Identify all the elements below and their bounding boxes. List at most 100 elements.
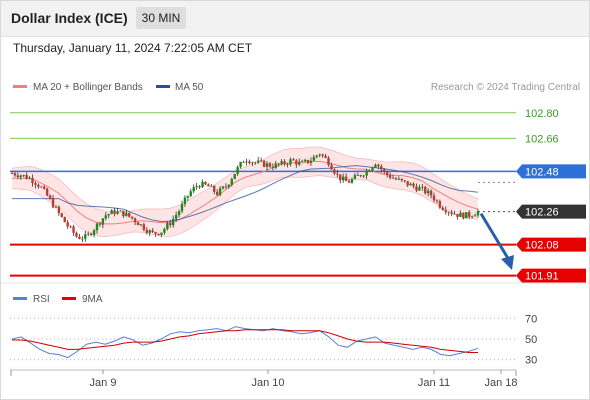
candle-body — [309, 160, 313, 163]
candle-body — [295, 160, 298, 165]
candle-body — [48, 195, 52, 199]
rsi-legend-label: RSI — [33, 294, 50, 305]
candle-body — [116, 211, 119, 214]
candle-body — [110, 210, 113, 215]
candle-body — [406, 181, 409, 186]
candle-body — [236, 167, 239, 174]
candle-body — [462, 212, 465, 219]
candle-body — [292, 159, 295, 161]
candle-body — [169, 223, 172, 226]
candle-body — [133, 218, 137, 223]
candle-body — [341, 176, 345, 181]
bollinger-band-area — [12, 147, 478, 237]
candle-body — [303, 159, 307, 162]
candle-body — [210, 185, 213, 187]
candle-body — [239, 162, 242, 168]
candle-body — [321, 154, 324, 156]
candle-body — [289, 159, 292, 165]
candle-body — [418, 187, 421, 191]
candle-body — [453, 213, 456, 215]
candle-body — [447, 212, 450, 214]
rsi-tick-label: 30 — [525, 355, 537, 367]
candle-body — [397, 178, 401, 180]
support-tag-label: 101.91 — [525, 271, 559, 283]
candle-body — [10, 173, 14, 174]
candle-body — [128, 212, 131, 217]
rsi-legend-swatch — [13, 297, 27, 300]
candle-body — [368, 170, 371, 172]
candle-body — [130, 216, 134, 219]
support-tag — [516, 237, 586, 252]
candle-body — [75, 232, 78, 237]
ma50-legend-swatch — [156, 85, 170, 88]
candle-body — [98, 223, 102, 225]
bollinger-legend-swatch — [13, 85, 27, 88]
candle-body — [359, 175, 362, 177]
candle-body — [119, 210, 122, 212]
candle-body — [19, 175, 22, 178]
candle-body — [429, 190, 433, 196]
ma50-line — [12, 165, 479, 223]
candle-body — [432, 195, 436, 201]
candle-body — [388, 174, 392, 178]
candle-body — [344, 176, 348, 182]
candle-body — [268, 163, 272, 167]
candle-body — [254, 162, 257, 164]
candle-body — [230, 179, 234, 185]
candle-body — [213, 185, 216, 192]
candle-body — [51, 198, 55, 208]
candle-body — [265, 163, 269, 167]
candle-body — [377, 164, 380, 167]
rsi-ma-line — [12, 329, 478, 353]
candle-body — [362, 175, 365, 177]
current-price-tag — [516, 204, 586, 219]
instrument-title: Dollar Index (ICE) — [11, 10, 128, 26]
candle-body — [324, 155, 327, 158]
candle-body — [283, 161, 286, 165]
candle-body — [154, 232, 157, 234]
candle-body — [441, 207, 445, 211]
current-price-tag-label: 102.26 — [525, 207, 559, 219]
candle-body — [426, 190, 430, 194]
candle-body — [391, 177, 395, 179]
candle-body — [318, 154, 321, 156]
candle-body — [192, 187, 195, 192]
timeframe-badge[interactable]: 30 MIN — [136, 7, 186, 29]
candle-body — [227, 184, 231, 187]
candle-body — [403, 180, 406, 182]
candle-body — [180, 204, 184, 212]
candle-body — [421, 186, 424, 188]
candle-body — [315, 155, 319, 157]
candle-body — [339, 174, 342, 181]
candle-body — [28, 177, 31, 179]
candle-body — [160, 232, 163, 235]
candle-body — [31, 177, 34, 184]
projection-arrow-head — [501, 255, 514, 271]
candle-body — [57, 206, 61, 214]
rsi-tick-label: 70 — [525, 313, 537, 325]
candle-body — [327, 157, 330, 166]
candle-body — [374, 164, 377, 168]
candle-body — [356, 175, 360, 176]
ma20-line — [12, 160, 479, 225]
candle-body — [34, 183, 37, 185]
candle-body — [81, 238, 84, 240]
candle-body — [365, 170, 368, 176]
chart-header: Dollar Index (ICE) 30 MIN — [0, 0, 590, 37]
bollinger-bands — [11, 146, 479, 238]
candle-body — [470, 216, 474, 218]
candle-body — [280, 161, 283, 165]
candle-body — [224, 186, 228, 188]
candle-body — [476, 211, 480, 216]
candle-body — [385, 171, 389, 175]
candle-body — [450, 212, 453, 214]
candle-body — [69, 226, 72, 228]
candle-body — [259, 160, 263, 162]
candle-body — [201, 181, 204, 188]
pivot-tag — [516, 164, 586, 179]
candle-body — [84, 234, 87, 239]
candle-body — [409, 183, 412, 186]
candle-body — [336, 173, 339, 175]
rsi-panel: 70 50 30 — [10, 313, 537, 367]
candle-body — [233, 173, 236, 180]
